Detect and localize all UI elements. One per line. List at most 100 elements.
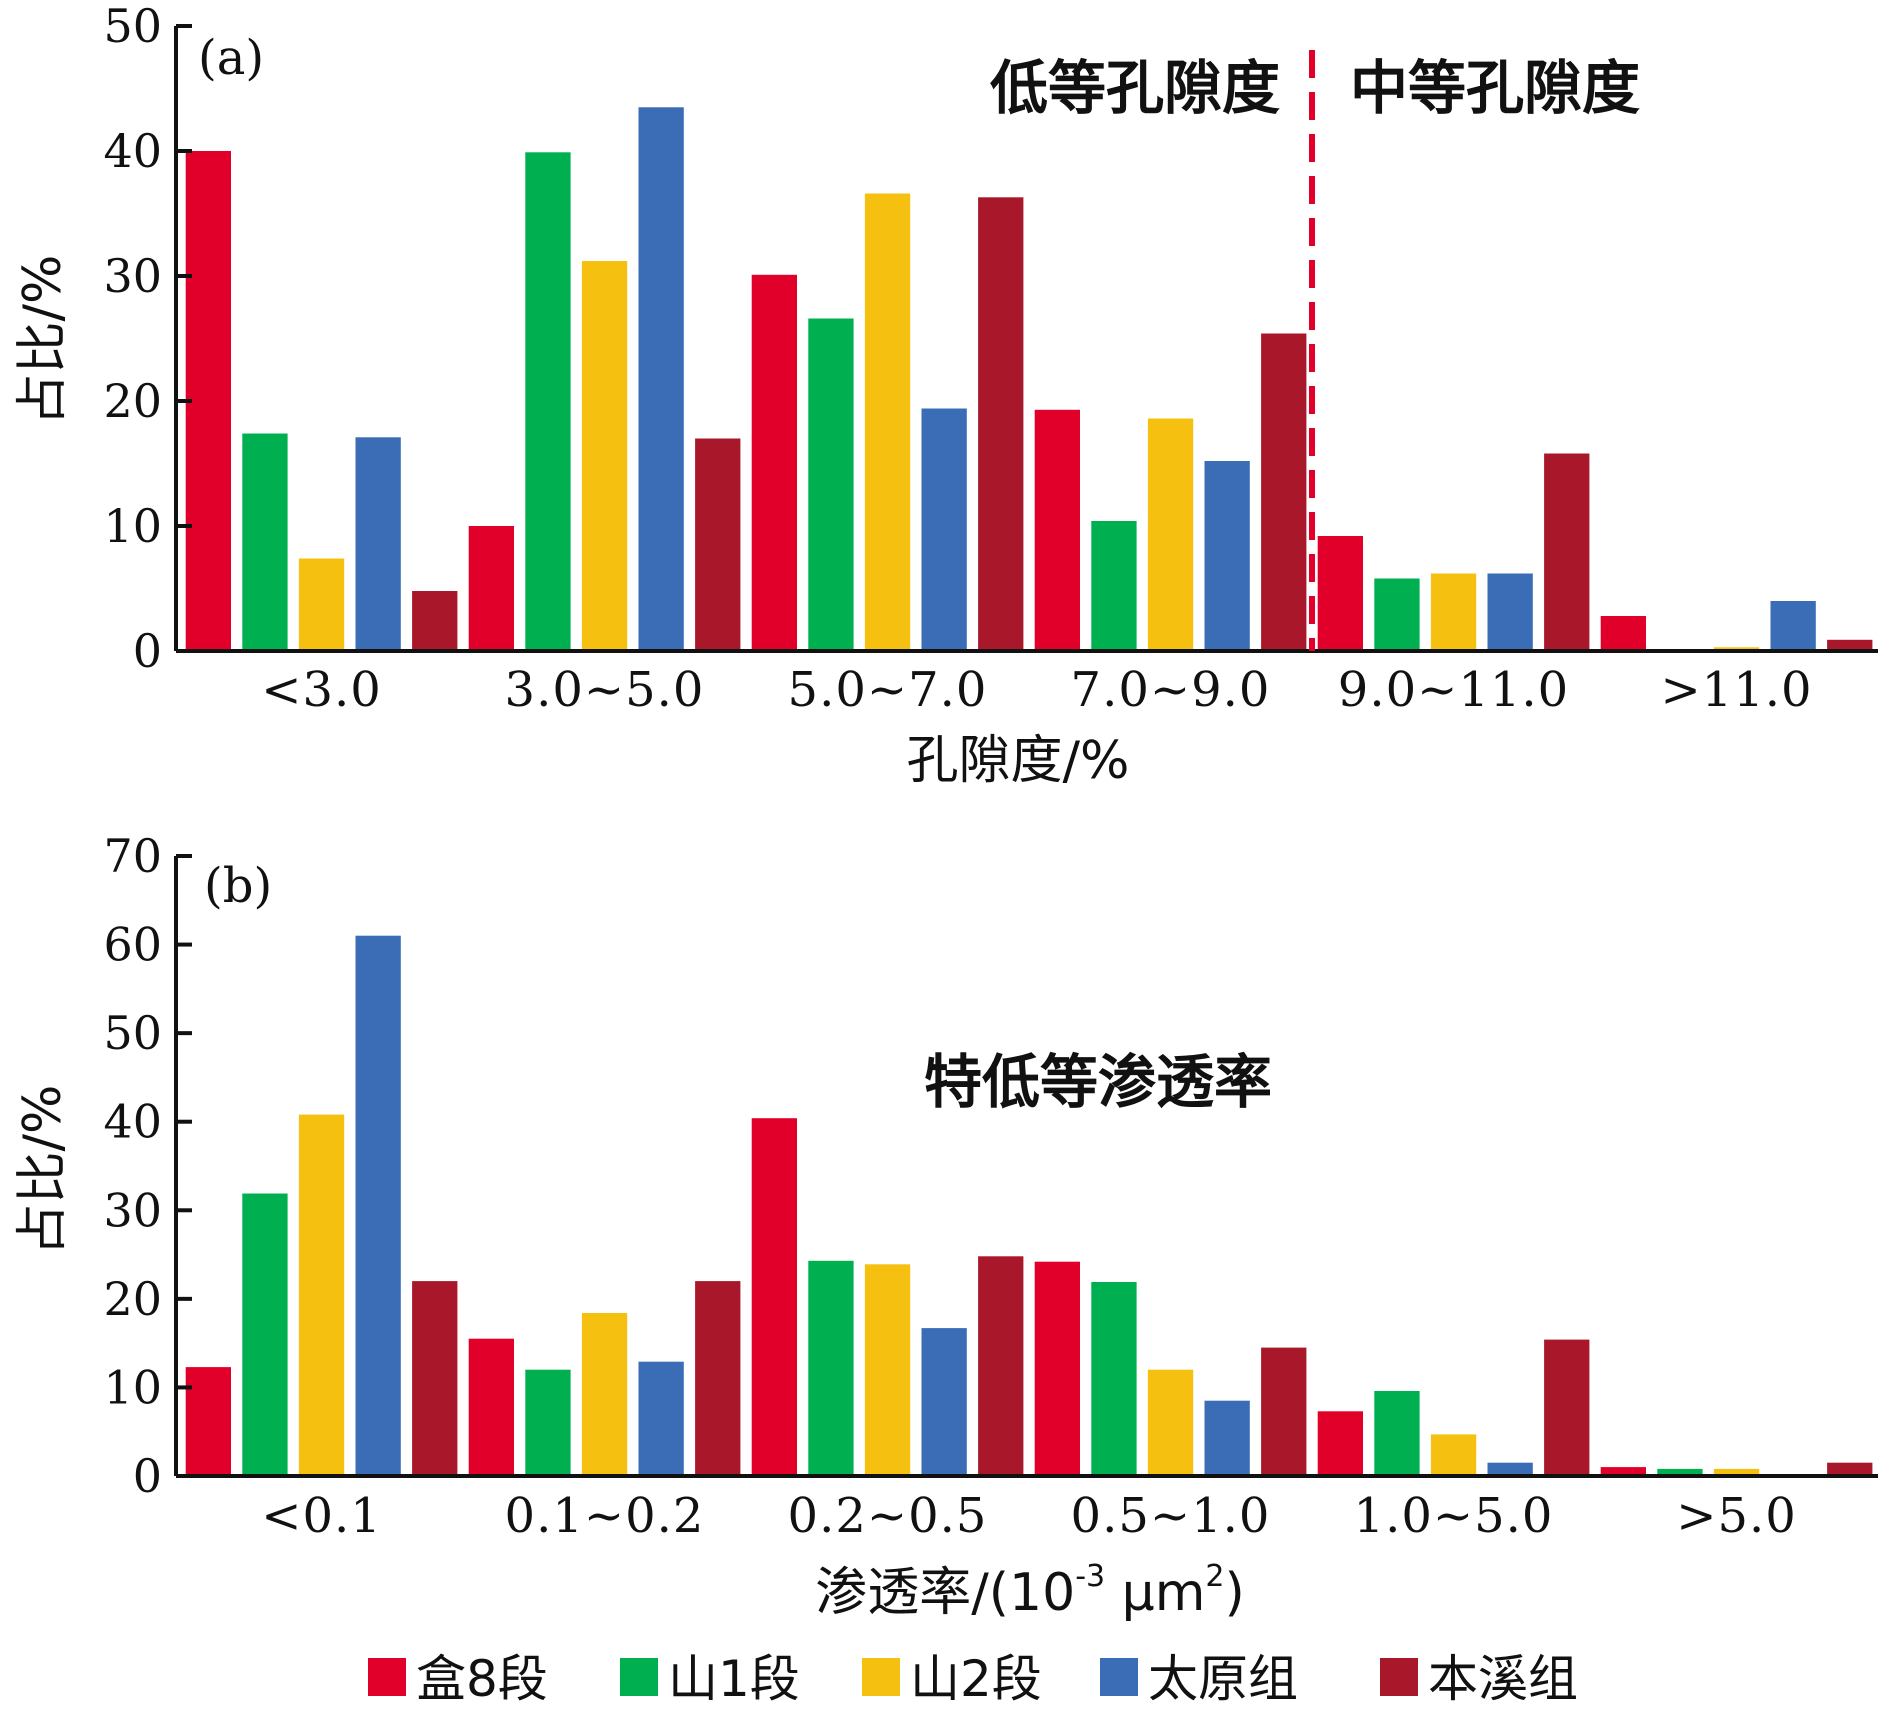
x-axis-title-end: ) — [1224, 1563, 1244, 1623]
bar-a-series-2-cat-2 — [864, 193, 911, 651]
bar-b-series-0-cat-2 — [751, 1118, 797, 1476]
legend-label-2: 山2段 — [910, 1650, 1042, 1708]
y-tick-label: 20 — [103, 1272, 162, 1326]
x-tick-label: 0.5~1.0 — [1071, 1488, 1271, 1544]
y-tick-label: 30 — [103, 1183, 162, 1237]
bar-a-series-3-cat-5 — [1770, 601, 1816, 651]
x-tick-label: <3.0 — [261, 662, 382, 718]
bar-b-series-4-cat-5 — [1827, 1462, 1873, 1476]
legend-swatch-2 — [862, 1658, 900, 1696]
bar-a-series-4-cat-2 — [978, 197, 1024, 652]
y-axis-title-a: 占比/% — [13, 255, 73, 426]
legend: 盒8段 山1段 山2段 太原组 本溪组 — [368, 1650, 1578, 1708]
x-tick-label-group: <0.1 0.1~0.2 0.2~0.5 0.5~1.0 1.0~5.0 >5.0 — [261, 1488, 1797, 1544]
bar-b-series-2-cat-5 — [1713, 1468, 1760, 1476]
bar-b-series-4-cat-3 — [1261, 1347, 1307, 1476]
bar-a-series-3-cat-3 — [1204, 461, 1250, 651]
bar-b-series-2-cat-1 — [581, 1313, 628, 1476]
bar-b-series-0-cat-3 — [1034, 1261, 1080, 1476]
x-tick-label: >5.0 — [1676, 1488, 1797, 1544]
y-tick-label: 0 — [133, 624, 162, 678]
bar-b-series-0-cat-0 — [185, 1367, 231, 1476]
bar-b-series-4-cat-4 — [1544, 1339, 1590, 1476]
bar-a-series-1-cat-0 — [242, 433, 288, 651]
x-tick-label: >11.0 — [1660, 662, 1812, 718]
y-tick-label: 40 — [103, 124, 162, 178]
bar-a-series-1-cat-3 — [1091, 521, 1137, 651]
x-axis-title-mid: μm — [1105, 1563, 1205, 1623]
y-tick-label: 60 — [103, 918, 162, 972]
legend-label-0: 盒8段 — [416, 1650, 548, 1708]
y-tick-label: 50 — [103, 1006, 162, 1060]
bar-b-series-1-cat-1 — [525, 1369, 571, 1476]
annotation-medium-porosity: 中等孔隙度 — [1350, 54, 1640, 122]
x-tick-label: 0.2~0.5 — [788, 1488, 988, 1544]
bar-a-series-3-cat-2 — [921, 408, 967, 651]
y-tick-label: 10 — [103, 499, 162, 553]
bar-a-series-0-cat-2 — [751, 274, 797, 652]
legend-label-1: 山1段 — [668, 1650, 800, 1708]
bar-b-series-0-cat-5 — [1600, 1467, 1646, 1476]
bar-a-series-4-cat-4 — [1544, 453, 1590, 651]
y-tick-label: 40 — [103, 1095, 162, 1149]
bar-a-series-1-cat-2 — [808, 318, 854, 651]
bar-a-series-2-cat-0 — [298, 558, 345, 651]
chart-panel-a: 0 10 20 30 40 50 <3.0 3.0~5.0 5.0~7.0 7.0~9.0 9.0… — [13, 0, 1878, 791]
bar-b-series-1-cat-5 — [1657, 1468, 1703, 1476]
x-tick-label: 7.0~9.0 — [1071, 662, 1271, 718]
bar-b-series-0-cat-4 — [1317, 1411, 1363, 1476]
x-axis-title-sup-1: -3 — [1075, 1559, 1105, 1594]
y-tick-label: 10 — [103, 1360, 162, 1414]
bar-b-series-3-cat-4 — [1487, 1462, 1533, 1476]
bar-b-series-2-cat-2 — [864, 1264, 911, 1476]
bar-b-series-3-cat-0 — [355, 935, 401, 1476]
x-tick-label: 0.1~0.2 — [505, 1488, 705, 1544]
bar-b-series-4-cat-2 — [978, 1256, 1024, 1476]
bar-a-series-0-cat-1 — [468, 526, 514, 651]
legend-label-4: 本溪组 — [1428, 1650, 1578, 1708]
y-tick-label: 30 — [103, 249, 162, 303]
bar-b-series-1-cat-2 — [808, 1260, 854, 1476]
legend-swatch-0 — [368, 1658, 406, 1696]
bar-b-series-3-cat-2 — [921, 1328, 967, 1476]
chart-panel-b: 0 10 20 30 40 50 60 70 <0.1 0.1~0.2 0.2~0.5 0.5~1.… — [13, 829, 1878, 1623]
x-axis-title-main: 渗透率/(10 — [815, 1563, 1075, 1623]
bar-group — [185, 107, 1873, 652]
bar-a-series-4-cat-5 — [1827, 639, 1873, 652]
bar-a-series-4-cat-1 — [695, 438, 741, 651]
x-tick-label: 3.0~5.0 — [505, 662, 705, 718]
legend-swatch-3 — [1100, 1658, 1138, 1696]
bar-a-series-2-cat-4 — [1430, 573, 1477, 651]
bar-b-series-3-cat-1 — [638, 1361, 684, 1476]
bar-a-series-0-cat-3 — [1034, 409, 1080, 652]
bar-a-series-2-cat-3 — [1147, 418, 1194, 651]
bar-a-series-0-cat-5 — [1600, 616, 1646, 651]
bar-a-series-4-cat-0 — [412, 591, 458, 651]
panel-label-b: (b) — [204, 858, 272, 914]
y-axis-title-b: 占比/% — [13, 1085, 73, 1256]
y-tick-label: 50 — [103, 0, 162, 53]
legend-swatch-4 — [1380, 1658, 1418, 1696]
annotation-low-porosity: 低等孔隙度 — [990, 54, 1280, 122]
x-tick-label: 1.0~5.0 — [1354, 1488, 1554, 1544]
bar-b-series-1-cat-4 — [1374, 1391, 1420, 1476]
legend-label-3: 太原组 — [1148, 1650, 1298, 1708]
bar-b-series-1-cat-3 — [1091, 1282, 1137, 1476]
y-tick-label: 0 — [133, 1449, 162, 1503]
x-axis-title-sup-2: 2 — [1205, 1559, 1224, 1594]
x-tick-label: 9.0~11.0 — [1338, 662, 1569, 718]
y-tick-label: 20 — [103, 374, 162, 428]
panel-label-a: (a) — [198, 30, 264, 86]
legend-swatch-1 — [620, 1658, 658, 1696]
bar-a-series-3-cat-4 — [1487, 573, 1533, 651]
bar-a-series-3-cat-0 — [355, 437, 401, 652]
x-axis-title-a: 孔隙度/% — [907, 731, 1130, 791]
bar-b-series-2-cat-3 — [1147, 1369, 1194, 1476]
x-tick-label-group: <3.0 3.0~5.0 5.0~7.0 7.0~9.0 9.0~11.0 >11.0 — [261, 662, 1812, 718]
bar-b-series-2-cat-0 — [298, 1114, 345, 1476]
bar-b-series-4-cat-1 — [695, 1281, 741, 1476]
bar-a-series-0-cat-4 — [1317, 536, 1363, 651]
y-tick-group: 0 10 20 30 40 50 — [103, 0, 192, 678]
x-tick-label: 5.0~7.0 — [788, 662, 988, 718]
